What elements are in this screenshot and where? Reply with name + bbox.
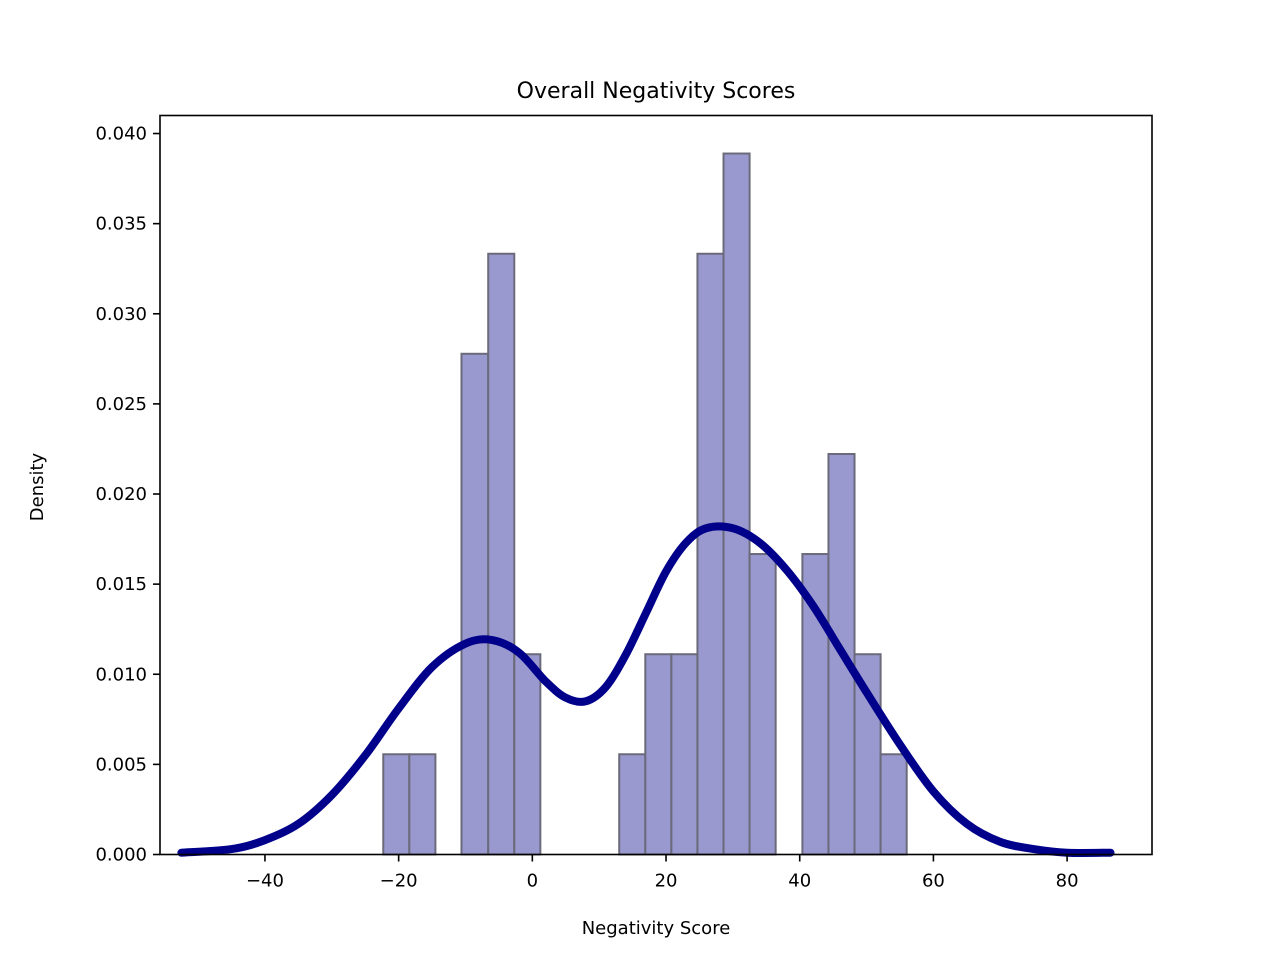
chart-title: Overall Negativity Scores (517, 79, 796, 104)
histogram-bars (382, 152, 908, 856)
x-tick-label: 60 (922, 871, 945, 892)
x-tick-label: 0 (527, 871, 538, 892)
y-tick-label: 0.025 (95, 394, 147, 415)
histogram-bar (460, 352, 490, 856)
histogram-bar (696, 252, 725, 856)
x-tick-label: −20 (380, 871, 418, 892)
histogram-bar (382, 753, 411, 856)
y-axis-ticks: 0.000 0.005 0.010 0.015 0.020 0.025 0.030 0.035… (95, 124, 160, 866)
histogram-bar (879, 753, 908, 856)
histogram-bar (670, 653, 699, 856)
histogram-bar (722, 152, 751, 856)
y-tick-label: 0.035 (95, 214, 147, 235)
x-tick-label: 40 (788, 871, 811, 892)
x-tick-label: 80 (1056, 871, 1079, 892)
y-tick-label: 0.015 (95, 574, 147, 595)
histogram-bar (487, 252, 516, 856)
y-tick-label: 0.040 (95, 124, 147, 145)
kde-curve-group (177, 522, 1115, 857)
y-tick-label: 0.000 (95, 845, 147, 866)
x-axis-ticks: −40 −20 0 20 40 60 80 (246, 854, 1079, 892)
plot-frame (159, 114, 1153, 856)
y-tick-label: 0.030 (95, 304, 147, 325)
y-tick-label: 0.010 (95, 664, 147, 685)
y-tick-label: 0.020 (95, 484, 147, 505)
y-axis-label: Density (27, 452, 48, 521)
histogram-bar (748, 553, 777, 856)
x-tick-label: −40 (246, 871, 284, 892)
histogram-bar (618, 753, 647, 856)
kde-line (177, 522, 1115, 857)
y-tick-label: 0.005 (95, 754, 147, 775)
histogram-bar (644, 653, 673, 856)
x-axis-label: Negativity Score (582, 918, 731, 939)
x-tick-label: 20 (655, 871, 678, 892)
histogram-bar (513, 653, 542, 856)
histogram-bar (408, 753, 437, 856)
